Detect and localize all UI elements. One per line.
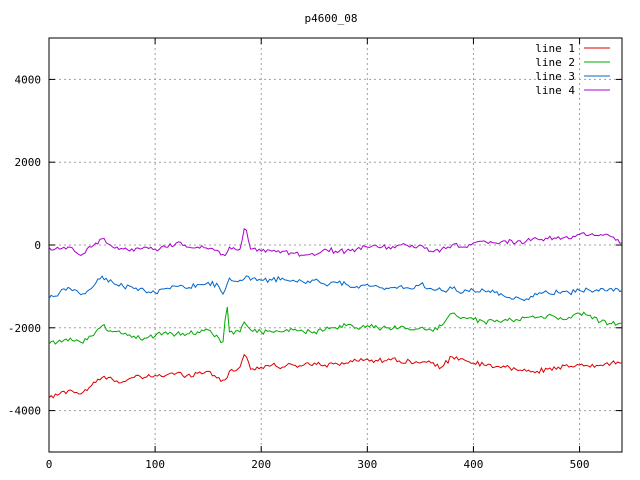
legend-label-2: line 2 (535, 56, 575, 69)
x-tick-label: 0 (46, 458, 53, 471)
series-line-3 (48, 275, 623, 302)
legend-label-1: line 1 (535, 42, 575, 55)
series-line-1 (48, 353, 622, 399)
x-tick-label: 500 (570, 458, 590, 471)
y-tick-label: 4000 (15, 73, 42, 86)
series-lines (48, 227, 623, 399)
x-tick-label: 200 (251, 458, 271, 471)
series-line-4 (48, 227, 623, 257)
y-tick-label: -2000 (8, 322, 41, 335)
legend-label-4: line 4 (535, 84, 575, 97)
y-tick-label: 0 (34, 239, 41, 252)
series-line-2 (48, 306, 623, 345)
x-tick-label: 300 (357, 458, 377, 471)
y-tick-label: 2000 (15, 156, 42, 169)
axis-ticks: 0 100 200 300 400 500 -4000 -2000 0 2000 4000 (8, 38, 622, 471)
grid-lines (49, 38, 622, 452)
y-tick-label: -4000 (8, 405, 41, 418)
legend-label-3: line 3 (535, 70, 575, 83)
x-tick-label: 400 (464, 458, 484, 471)
x-tick-label: 100 (145, 458, 165, 471)
chart-title: p4600_08 (305, 12, 358, 25)
